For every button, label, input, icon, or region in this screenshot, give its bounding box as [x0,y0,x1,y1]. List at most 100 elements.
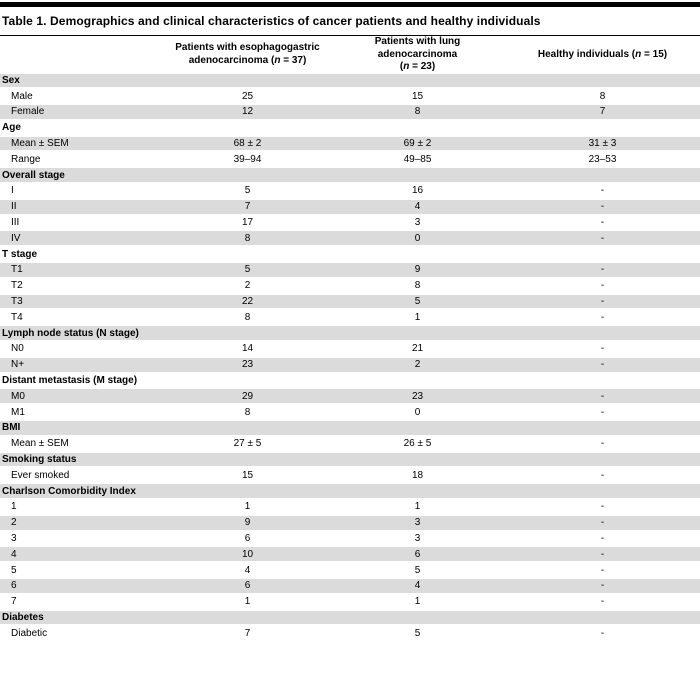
cell-value [165,167,330,185]
cell-value [165,73,330,90]
section-row: Sex [0,73,700,90]
row-label: N+ [0,356,165,374]
cell-value: 1 [330,499,505,516]
cell-value: 2 [165,277,330,295]
cell-value: 0 [330,230,505,248]
row-label: T1 [0,262,165,279]
row-label: I [0,183,165,200]
row-label: Ever smoked [0,467,165,485]
cell-value: 15 [330,88,505,106]
cell-value: 1 [330,309,505,327]
row-label: 7 [0,593,165,611]
row-label: II [0,198,165,216]
table-row: Male 25 15 8 [0,88,700,106]
row-label: M0 [0,388,165,406]
cell-value: 7 [165,625,330,643]
cell-value: 0 [330,404,505,422]
cell-value [330,325,505,343]
cell-value: 3 [330,530,505,548]
cell-value: 3 [330,514,505,532]
row-label: T2 [0,277,165,295]
cell-value: 9 [165,514,330,532]
cell-value: - [505,388,700,406]
section-row: Lymph node status (N stage) [0,325,700,343]
cell-value: 5 [330,562,505,579]
table-row: 4 10 6- [0,546,700,564]
section-row: Smoking status [0,451,700,469]
table-row: II 7 4- [0,198,700,216]
cell-value [165,246,330,264]
column-header: Patients with lung adenocarcinoma (n = 23… [374,36,461,72]
row-label: 6 [0,578,165,595]
row-label: Smoking status [0,451,165,469]
cell-value [505,451,700,469]
cell-value: 5 [330,625,505,643]
cell-value: 7 [505,104,700,121]
row-label: T4 [0,309,165,327]
cell-value: 5 [165,262,330,279]
row-label: Age [0,119,165,137]
row-label: T stage [0,246,165,264]
section-row: Overall stage [0,167,700,185]
row-label: 4 [0,546,165,564]
cell-value: 6 [165,530,330,548]
cell-value: 5 [330,293,505,311]
cell-value: - [505,293,700,311]
row-label: Mean ± SEM [0,435,165,453]
row-label: III [0,214,165,232]
section-row: Diabetes [0,609,700,627]
cell-value: 10 [165,546,330,564]
demographics-table: Patients with esophagogastric adenocarcin… [0,35,700,643]
cell-value [505,167,700,185]
column-header: Patients with esophagogastric adenocarcin… [175,42,320,66]
cell-value [330,372,505,390]
cell-value: 29 [165,388,330,406]
cell-value: 49–85 [330,151,505,169]
table-row: T4 8 1- [0,309,700,327]
cell-value [165,483,330,501]
table-row: IV 8 0- [0,230,700,248]
cell-value [330,167,505,185]
row-label: Male [0,88,165,106]
cell-value: 23–53 [505,151,700,169]
row-label: Range [0,151,165,169]
cell-value: 25 [165,88,330,106]
cell-value: 2 [330,356,505,374]
row-label: M1 [0,404,165,422]
cell-value: - [505,214,700,232]
cell-value: - [505,183,700,200]
row-label-column-header [0,36,165,74]
table-row: N+ 23 2- [0,356,700,374]
cell-value [505,420,700,437]
cell-value: 5 [165,183,330,200]
cell-value [330,246,505,264]
table-row: Female 12 8 7 [0,104,700,121]
cell-value [330,483,505,501]
row-label: Charlson Comorbidity Index [0,483,165,501]
cell-value: - [505,467,700,485]
table-row: M1 8 0- [0,404,700,422]
cell-value: - [505,625,700,643]
cell-value: 68 ± 2 [165,135,330,153]
table-row: Range 39–94 49–85 23–53 [0,151,700,169]
cell-value: 7 [165,198,330,216]
cell-value: 4 [330,578,505,595]
table-row: Mean ± SEM 68 ± 2 69 ± 2 31 ± 3 [0,135,700,153]
table-row: Ever smoked 15 18- [0,467,700,485]
cell-value: - [505,593,700,611]
cell-value [505,483,700,501]
cell-value [330,609,505,627]
cell-value: 4 [330,198,505,216]
cell-value [330,451,505,469]
header-row: Patients with esophagogastric adenocarcin… [0,36,700,74]
table-body: Sex Male 25 15 8 Female 12 8 7 Age Mean ± SEM 68 ± … [0,73,700,643]
row-label: IV [0,230,165,248]
table-row: T3 22 5- [0,293,700,311]
column-header: Healthy individuals (n = 15) [537,48,668,60]
row-label: N0 [0,341,165,358]
cell-value: 31 ± 3 [505,135,700,153]
cell-value: 39–94 [165,151,330,169]
